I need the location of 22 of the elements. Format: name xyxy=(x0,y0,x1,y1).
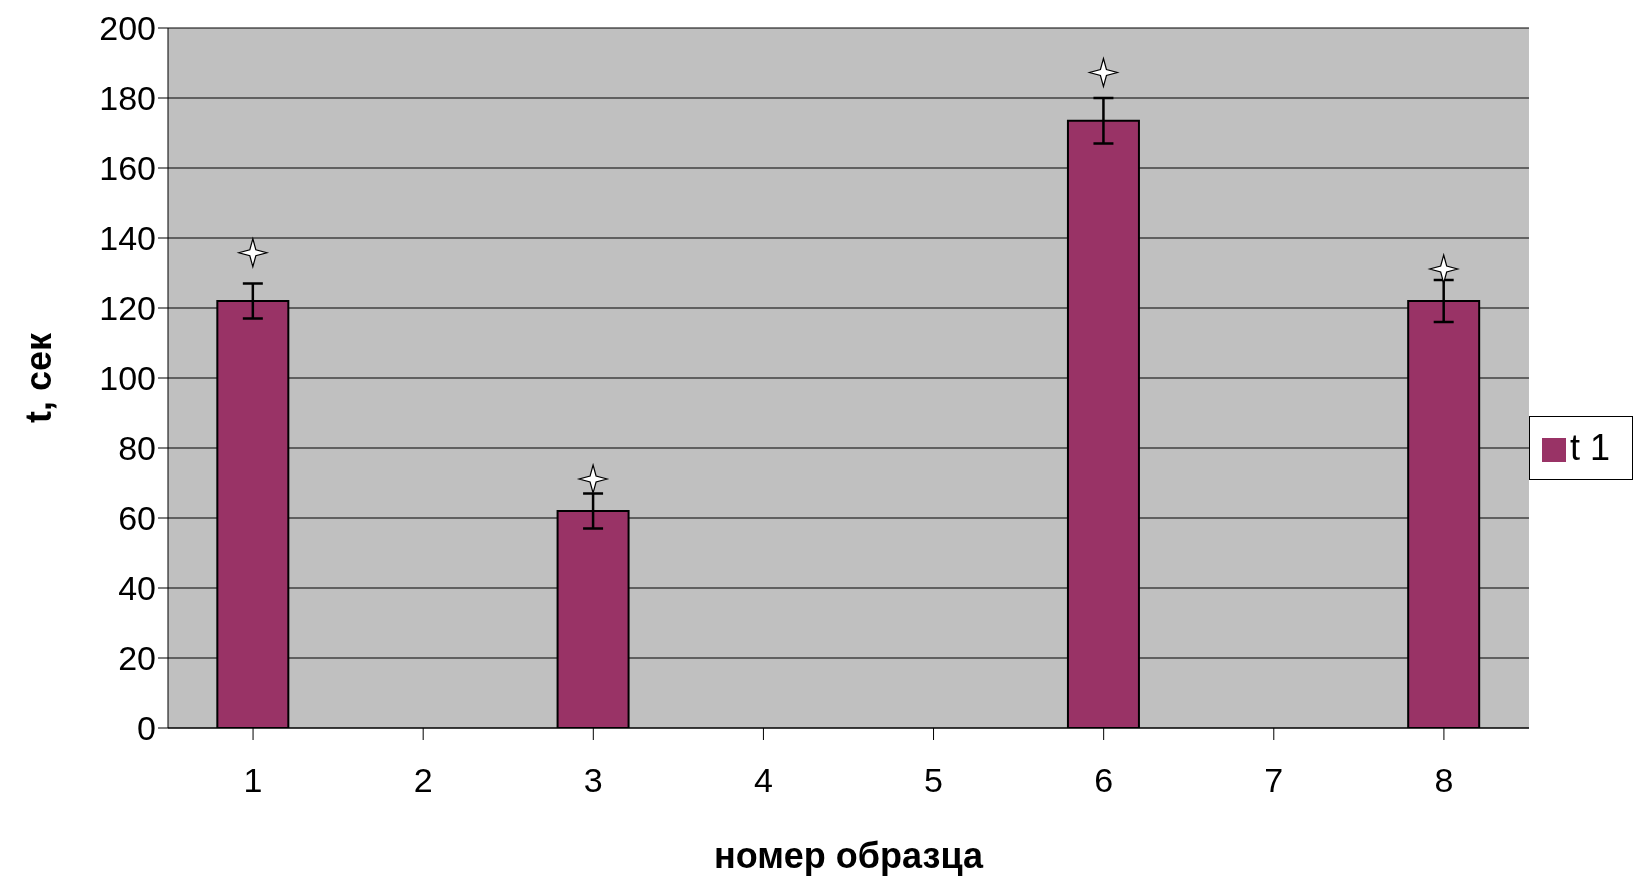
x-axis-title: номер образца xyxy=(713,835,984,876)
x-tick-label: 3 xyxy=(583,761,603,800)
x-tick-label: 8 xyxy=(1434,761,1454,800)
x-tick-label: 5 xyxy=(924,761,944,800)
y-tick-label: 160 xyxy=(99,149,156,188)
y-tick-label: 40 xyxy=(118,569,156,608)
y-axis-title: t, сек xyxy=(17,332,59,424)
y-tick-label: 140 xyxy=(99,219,156,258)
y-tick-label: 80 xyxy=(118,429,156,468)
y-tick-label: 200 xyxy=(99,9,156,48)
legend-label: t 1 xyxy=(1569,427,1610,468)
x-tick-label: 7 xyxy=(1264,761,1284,800)
x-tick-label: 1 xyxy=(243,761,263,800)
y-tick-label: 120 xyxy=(99,289,156,328)
x-tick-label: 6 xyxy=(1094,761,1114,800)
x-tick-label: 4 xyxy=(753,761,773,800)
y-tick-label: 20 xyxy=(118,639,156,678)
y-tick-label: 0 xyxy=(137,709,156,748)
y-tick-label: 180 xyxy=(99,79,156,118)
y-tick-label: 100 xyxy=(99,359,156,398)
y-tick-label: 60 xyxy=(118,499,156,538)
x-tick-label: 2 xyxy=(413,761,433,800)
